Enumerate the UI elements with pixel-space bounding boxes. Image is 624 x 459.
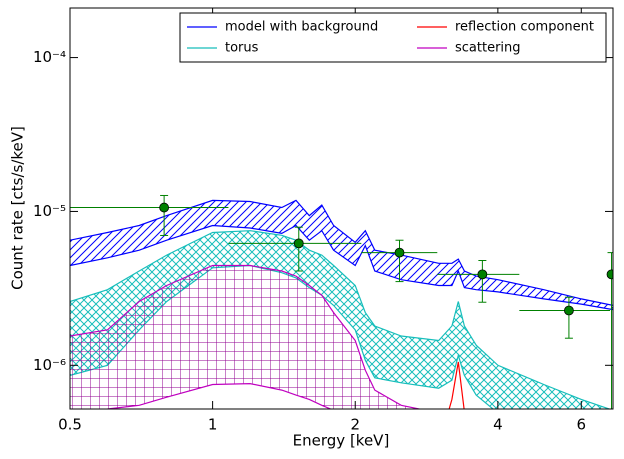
data-point — [477, 269, 488, 280]
y-axis-label: Count rate [cts/s/keV] — [9, 126, 27, 290]
data-point — [293, 238, 304, 249]
band-edge — [70, 264, 423, 409]
band-fill — [70, 265, 420, 409]
x-tick-label: 1 — [208, 416, 218, 434]
y-tick-label: 10⁻⁴ — [33, 48, 66, 66]
y-tick-label: 10⁻⁶ — [33, 356, 66, 374]
plot-frame — [69, 7, 614, 410]
legend: model with background torus reflection com… — [179, 12, 607, 63]
legend-label: scattering — [455, 41, 521, 56]
y-tick-label: 10⁻⁵ — [33, 202, 66, 220]
series-line — [448, 361, 465, 409]
band-edge — [70, 224, 613, 311]
data-point — [606, 269, 613, 280]
data-point — [394, 247, 405, 258]
legend-label: model with background — [225, 20, 378, 35]
band-edge — [70, 230, 612, 409]
x-tick-label: 0.5 — [58, 416, 82, 434]
band-edge — [90, 382, 333, 409]
legend-label: reflection component — [455, 20, 594, 35]
x-tick-label: 2 — [350, 416, 360, 434]
legend-label: torus — [225, 41, 259, 56]
band-fill — [70, 230, 610, 409]
data-point — [564, 305, 574, 316]
x-axis-label: Energy [keV] — [293, 432, 390, 450]
band-fill — [70, 200, 613, 310]
x-tick-label: 4 — [493, 416, 503, 434]
data-point — [159, 202, 170, 213]
x-tick-label: 6 — [577, 416, 587, 434]
axes: 0.5 1 2 4 6 10⁻⁶ 10⁻⁵ 10⁻⁴ — [33, 8, 613, 434]
plot-area — [70, 194, 613, 409]
legend-box — [179, 12, 607, 63]
